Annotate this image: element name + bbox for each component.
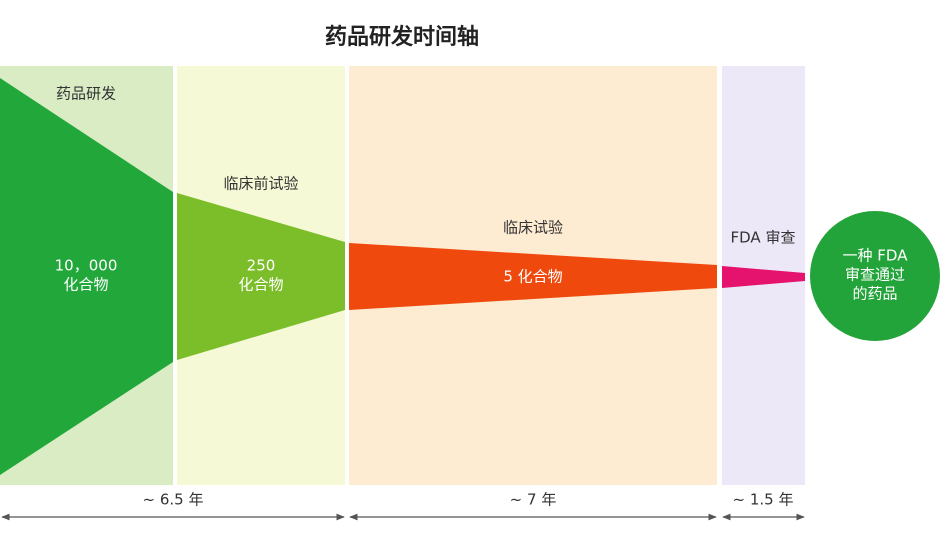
funnel-segment xyxy=(177,193,345,360)
stage-count: 250 xyxy=(247,257,276,275)
title: 药品研发时间轴 xyxy=(325,24,479,50)
duration-label: ~ 6.5 年 xyxy=(143,491,204,509)
stage-label: 临床试验 xyxy=(503,219,563,237)
stage-count: 化合物 xyxy=(63,276,108,294)
stage-count: 化合物 xyxy=(238,276,283,294)
duration-label: ~ 7 年 xyxy=(510,491,557,509)
funnel-segment xyxy=(722,266,805,288)
stage-count: 10，000 xyxy=(55,257,118,275)
result-text: 的药品 xyxy=(852,285,897,303)
duration-label: ~ 1.5 年 xyxy=(733,491,794,509)
funnel-segment xyxy=(0,78,173,475)
stage-label: 临床前试验 xyxy=(223,175,298,193)
stage-count: 5 化合物 xyxy=(503,268,562,286)
result-text: 一种 FDA xyxy=(843,247,909,265)
stage-label: FDA 审查 xyxy=(731,229,796,247)
funnel-segment xyxy=(349,243,717,310)
result-text: 审查通过 xyxy=(845,266,905,284)
result-circle xyxy=(810,211,940,341)
stage-label: 药品研发 xyxy=(56,85,116,103)
